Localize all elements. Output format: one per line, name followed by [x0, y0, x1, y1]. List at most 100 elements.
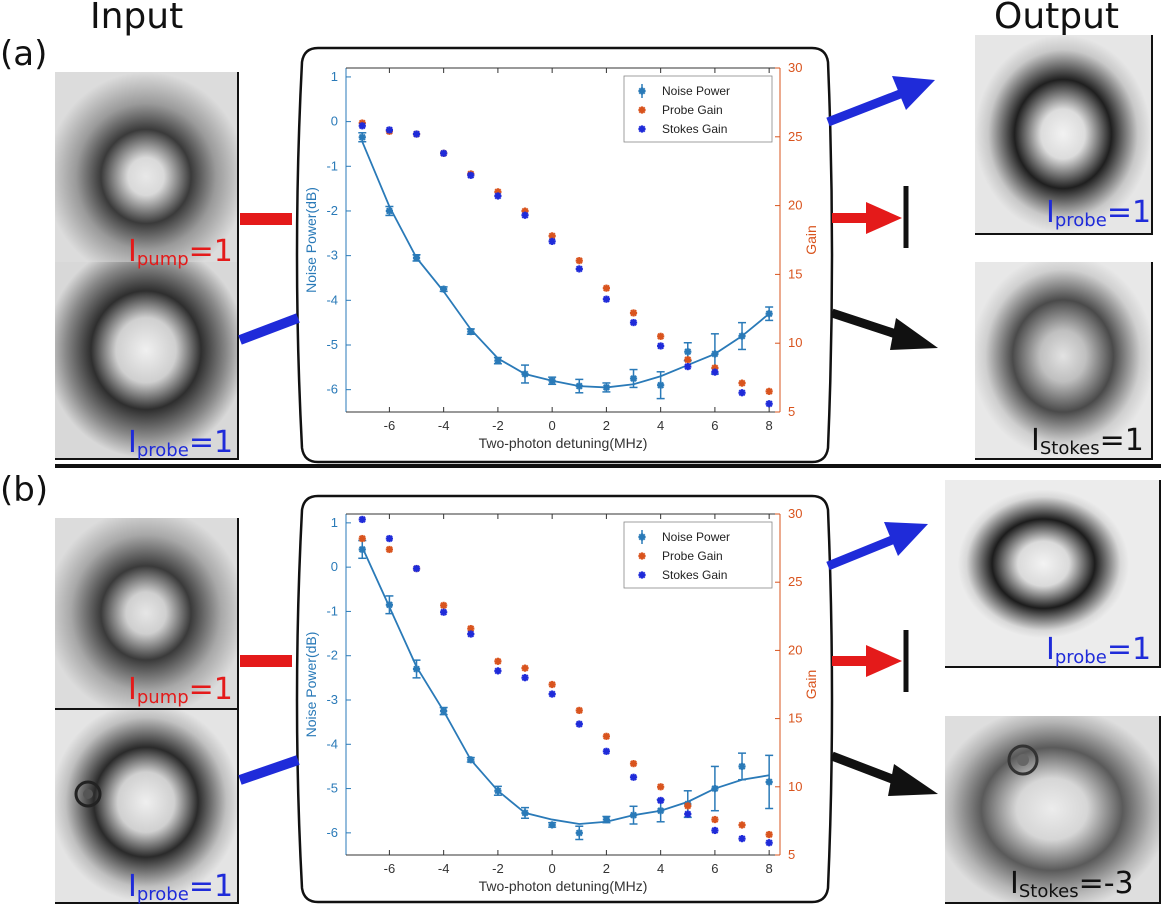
probe-gain-point	[602, 732, 610, 740]
legend-box	[623, 75, 773, 143]
legend-label: Stokes Gain	[662, 568, 727, 582]
y-tick-label: -2	[326, 203, 338, 218]
noise-point	[765, 310, 773, 318]
noise-point	[684, 348, 692, 356]
stokes-gain-point	[521, 674, 529, 682]
noise-point	[711, 784, 719, 793]
legend-label: Probe Gain	[662, 549, 723, 563]
noise-point	[494, 787, 502, 795]
output-probe-image-b	[945, 480, 1161, 668]
stokes-gain-point	[467, 630, 475, 638]
noise-point	[657, 807, 665, 815]
x-tick-label: 0	[549, 861, 556, 876]
x-tick-label: -4	[438, 861, 450, 876]
probe-gain-point	[711, 815, 719, 824]
y-tick-label: -6	[326, 382, 338, 397]
stokes-gain-point	[765, 839, 773, 847]
chart-a: -6 -4 -2 0 2 4 6 810-1-2-3-4-5-630252015105Two-…	[303, 60, 819, 451]
legend-label: Probe Gain	[662, 103, 723, 117]
stokes-gain-point	[711, 368, 719, 376]
legend-label: Stokes Gain	[662, 122, 727, 136]
stokes-gain-point	[684, 810, 692, 818]
probe-gain-point	[657, 783, 665, 791]
input-probe-label-a: Iprobe=1	[128, 425, 234, 461]
noise-point	[521, 809, 529, 817]
probe-beam-b	[238, 755, 300, 785]
stokes-gain-point	[440, 608, 448, 616]
probe-gain-point	[548, 680, 556, 689]
probe-gain-point	[548, 232, 556, 240]
probe-gain-point	[738, 379, 746, 387]
stokes-gain-point	[494, 192, 502, 200]
noise-point	[575, 382, 583, 390]
stokes-gain-point	[521, 211, 529, 219]
probe-gain-point	[629, 760, 638, 768]
x-axis-label: Two-photon detuning(MHz)	[479, 878, 648, 894]
stokes-gain-point	[467, 171, 475, 179]
stokes-gain-point	[412, 130, 421, 138]
legend-label: Noise Power	[662, 530, 730, 544]
y2-tick-label: 5	[788, 847, 795, 862]
y2-tick-label: 15	[788, 266, 802, 281]
probe-gain-point	[629, 309, 638, 317]
y2-tick-label: 10	[788, 779, 802, 794]
noise-point	[440, 707, 448, 715]
cell-frame-a	[295, 46, 834, 464]
input-pump-image-b	[55, 518, 239, 710]
legend-marker	[638, 571, 646, 579]
panel-b-label: (b)	[0, 470, 49, 510]
panel-a-label: (a)	[0, 34, 48, 74]
stokes-gain-point	[412, 564, 421, 573]
noise-point	[629, 811, 638, 819]
x-axis-label: Two-photon detuning(MHz)	[479, 435, 648, 451]
stokes-gain-point	[385, 534, 393, 543]
x-tick-label: 0	[549, 418, 556, 433]
pump-out-arrow-b	[832, 645, 902, 677]
noise-point	[412, 665, 421, 673]
output-header: Output	[994, 0, 1120, 37]
noise-point	[358, 545, 366, 554]
stokes-gain-point	[711, 826, 719, 835]
stokes-gain-point	[684, 362, 692, 371]
probe-gain-point	[575, 257, 583, 265]
noise-point	[575, 829, 583, 837]
probe-gain-point	[467, 624, 475, 633]
x-tick-label: -6	[384, 861, 396, 876]
y-tick-label: -1	[326, 158, 338, 173]
y-tick-label: 1	[331, 515, 338, 530]
noise-point	[521, 370, 529, 378]
y-tick-label: -5	[326, 337, 338, 352]
output-stokes-label-a: IStokes=1	[1031, 423, 1144, 459]
legend-label: Noise Power	[662, 84, 730, 98]
probe-gain-point	[521, 664, 529, 672]
x-tick-label: -2	[492, 861, 504, 876]
legend-box	[623, 521, 773, 589]
probe-gain-point	[765, 830, 773, 839]
probe-gain-point	[440, 601, 448, 609]
y-tick-label: 1	[331, 69, 338, 84]
probe-gain-point	[765, 387, 773, 395]
x-tick-label: -2	[492, 418, 504, 433]
output-stokes-label-b: IStokes=-3	[1010, 866, 1134, 902]
noise-point	[711, 350, 719, 358]
y2-tick-label: 30	[788, 506, 802, 521]
y2-tick-label: 5	[788, 404, 795, 419]
noise-point	[467, 327, 475, 336]
y2-tick-label: 25	[788, 129, 802, 144]
panel-divider	[55, 464, 1161, 468]
x-tick-label: -6	[384, 418, 396, 433]
y-tick-label: -2	[326, 648, 338, 663]
x-tick-label: 2	[603, 861, 610, 876]
probe-out-arrow-b	[826, 522, 928, 571]
noise-point	[629, 374, 638, 383]
probe-gain-point	[358, 534, 366, 543]
noise-point	[765, 778, 773, 786]
x-tick-label: 6	[711, 418, 718, 433]
output-probe-image-a	[975, 35, 1153, 235]
noise-fit-line	[361, 546, 770, 825]
noise-point	[467, 756, 475, 764]
noise-point	[738, 762, 746, 771]
input-probe-image-b	[55, 710, 239, 904]
noise-point	[440, 285, 448, 293]
